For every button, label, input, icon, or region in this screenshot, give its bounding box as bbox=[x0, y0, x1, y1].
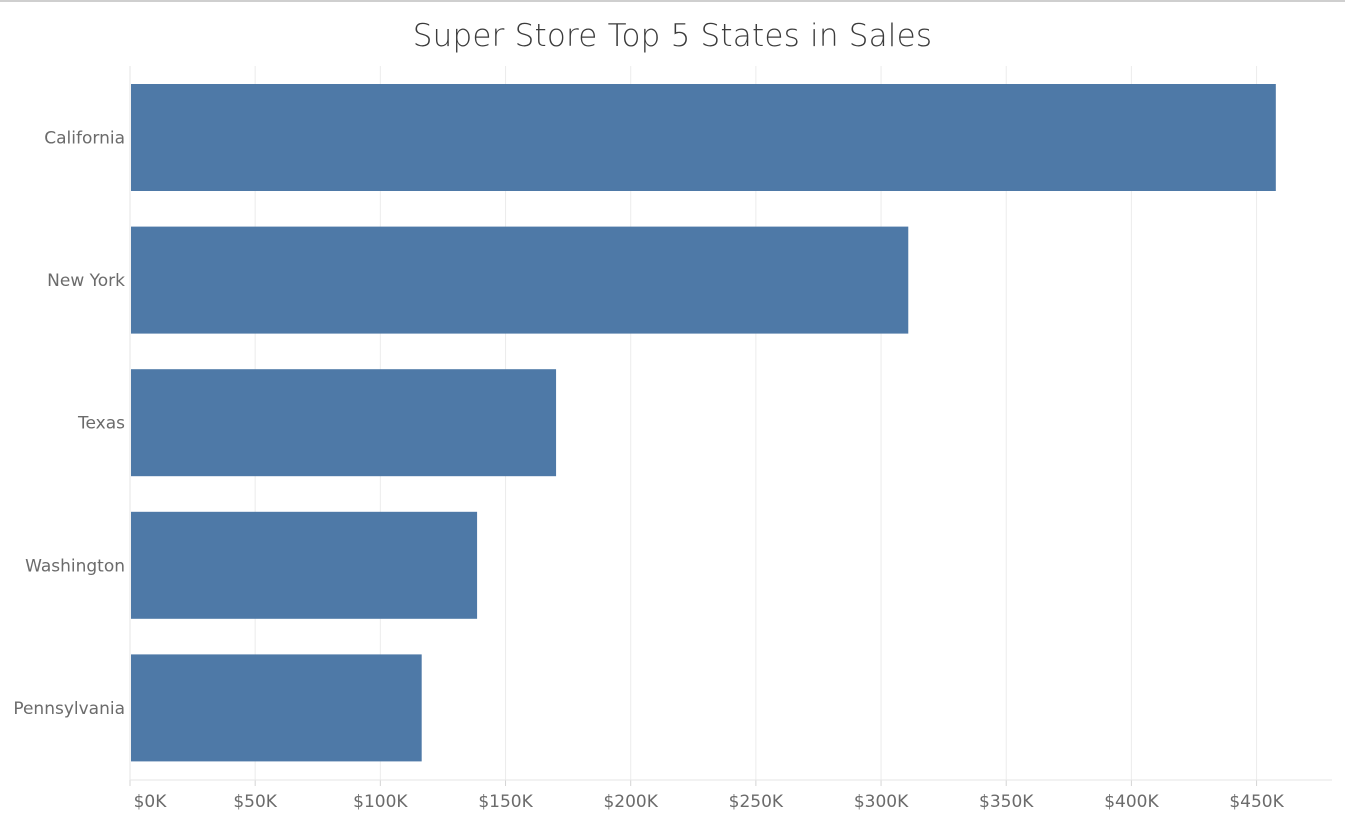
tick-label: $200K bbox=[603, 792, 658, 812]
tick-label: $350K bbox=[979, 792, 1034, 812]
tick-label: $0K bbox=[134, 792, 168, 812]
tick-label: $450K bbox=[1229, 792, 1284, 812]
x-axis bbox=[129, 66, 1332, 781]
tick-labels: $0K $50K $100K $150K $200K $250K $300K $350K $40… bbox=[134, 792, 1285, 812]
category-label: Pennsylvania bbox=[13, 699, 125, 719]
category-label: New York bbox=[47, 271, 125, 291]
tick-label: $400K bbox=[1104, 792, 1159, 812]
bars bbox=[131, 84, 1276, 762]
category-label: Texas bbox=[77, 414, 125, 434]
chart-title: Super Store Top 5 States in Sales bbox=[412, 18, 933, 54]
top-border bbox=[0, 0, 1345, 2]
tick-label: $100K bbox=[353, 792, 408, 812]
bar bbox=[131, 226, 909, 334]
category-label: California bbox=[44, 129, 125, 149]
bar bbox=[131, 84, 1276, 191]
bar bbox=[131, 369, 557, 477]
bar bbox=[131, 511, 478, 619]
category-labels: California New York Texas Washington Pennsyl… bbox=[13, 129, 125, 719]
category-label: Washington bbox=[25, 556, 125, 576]
tick-label: $50K bbox=[233, 792, 277, 812]
bar bbox=[131, 654, 422, 762]
tick-label: $150K bbox=[478, 792, 533, 812]
tick-label: $300K bbox=[854, 792, 909, 812]
tick-label: $250K bbox=[729, 792, 784, 812]
